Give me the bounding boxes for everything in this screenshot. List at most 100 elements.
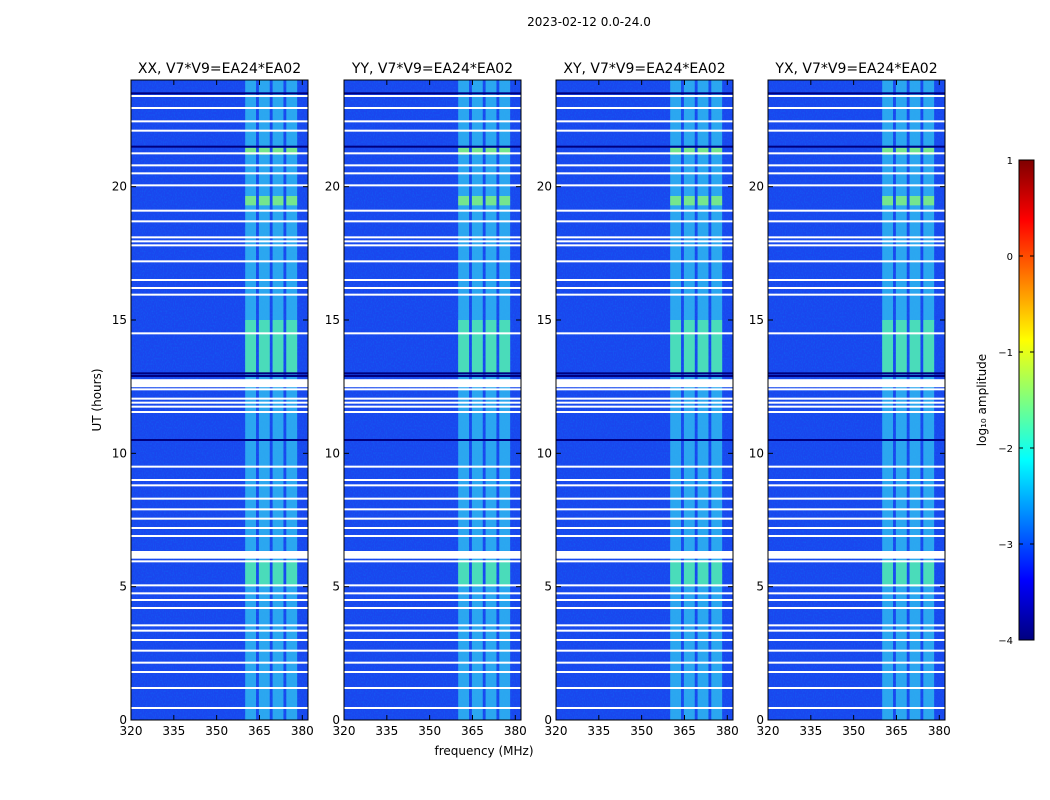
y-tick-label: 0 xyxy=(756,713,764,727)
y-tick-label: 20 xyxy=(537,180,552,194)
y-tick-label: 10 xyxy=(537,446,552,460)
flagged-row xyxy=(768,479,945,481)
panel-title: YY, V7*V9=EA24*EA02 xyxy=(351,61,513,77)
rfi-column xyxy=(286,80,298,720)
flagged-row xyxy=(556,397,733,400)
rfi-high-amplitude xyxy=(923,196,935,206)
rfi-high-amplitude xyxy=(895,196,907,206)
flagged-row xyxy=(768,527,945,529)
flagged-row xyxy=(344,397,521,400)
flagged-row xyxy=(131,172,308,175)
flagged-row xyxy=(344,517,521,520)
flagged-gap xyxy=(768,379,945,388)
dark-row xyxy=(768,145,945,148)
flagged-row xyxy=(131,629,308,632)
flagged-row xyxy=(344,639,521,641)
flagged-row xyxy=(344,401,521,404)
x-tick-label: 365 xyxy=(885,724,908,738)
flagged-row xyxy=(768,584,945,587)
flagged-row xyxy=(768,687,945,689)
flagged-row xyxy=(344,184,521,187)
flagged-row xyxy=(131,527,308,529)
y-axis-label: UT (hours) xyxy=(90,368,104,431)
heatmap-area xyxy=(556,80,733,720)
flagged-gap xyxy=(768,552,945,559)
flagged-row xyxy=(344,120,521,123)
rfi-high-amplitude xyxy=(670,148,682,155)
y-tick-label: 20 xyxy=(112,180,127,194)
colorbar: 1 0 −1 −2 −3 −4 xyxy=(998,156,1035,647)
flagged-row xyxy=(556,129,733,132)
rfi-column xyxy=(923,80,935,720)
flagged-row xyxy=(131,497,308,500)
flagged-row xyxy=(556,172,733,175)
y-tick-label: 20 xyxy=(749,180,764,194)
flagged-row xyxy=(556,240,733,243)
flagged-row xyxy=(556,707,733,709)
flagged-row xyxy=(344,293,521,296)
panel-title: XX, V7*V9=EA24*EA02 xyxy=(138,61,301,77)
rfi-high-amplitude xyxy=(499,560,511,587)
flagged-row xyxy=(768,95,945,97)
flagged-row xyxy=(131,332,308,335)
flagged-row xyxy=(131,129,308,132)
flagged-row xyxy=(768,388,945,391)
flagged-row xyxy=(556,599,733,601)
flagged-row xyxy=(768,293,945,296)
rfi-column xyxy=(272,80,284,720)
panel-frame xyxy=(767,79,946,721)
panel-frame xyxy=(130,79,309,721)
flagged-row xyxy=(556,164,733,167)
rfi-column xyxy=(670,80,682,720)
flagged-gap xyxy=(344,379,521,388)
x-tick-label: 365 xyxy=(461,724,484,738)
flagged-row xyxy=(131,687,308,689)
rfi-high-amplitude xyxy=(258,560,270,587)
rfi-column xyxy=(683,80,695,720)
flagged-row xyxy=(556,401,733,404)
dark-row xyxy=(556,92,733,95)
flagged-row xyxy=(556,405,733,408)
flagged-row xyxy=(768,164,945,167)
rfi-column xyxy=(471,80,483,720)
x-tick-label: 365 xyxy=(248,724,271,738)
dark-row xyxy=(131,92,308,95)
flagged-row xyxy=(556,107,733,109)
x-tick-label: 320 xyxy=(120,724,143,738)
colorbar-tick-label: 1 xyxy=(1007,156,1013,167)
rfi-column xyxy=(711,80,723,720)
flagged-row xyxy=(768,649,945,652)
flagged-row xyxy=(131,707,308,709)
y-tick-label: 10 xyxy=(325,446,340,460)
dark-row xyxy=(344,372,521,375)
flagged-row xyxy=(131,236,308,239)
rfi-high-amplitude xyxy=(245,196,257,206)
flagged-row xyxy=(131,671,308,673)
flagged-row xyxy=(131,95,308,97)
colorbar-label: log₁₀ amplitude xyxy=(975,354,989,446)
flagged-row xyxy=(131,624,308,627)
flagged-row xyxy=(556,260,733,263)
panel: YY, V7*V9=EA24*EA02 320 335 350 365 380 0 5 10 15… xyxy=(325,61,527,738)
flagged-row xyxy=(768,279,945,281)
flagged-row xyxy=(131,649,308,652)
flagged-row xyxy=(131,508,308,511)
flagged-row xyxy=(344,244,521,247)
flagged-row xyxy=(344,129,521,132)
flagged-row xyxy=(556,465,733,468)
rfi-high-amplitude xyxy=(670,560,682,587)
flagged-row xyxy=(768,707,945,709)
y-tick-label: 0 xyxy=(119,713,127,727)
panels: XX, V7*V9=EA24*EA02 320 335 350 365 380 0 5 10 15… xyxy=(112,61,951,738)
flagged-row xyxy=(344,332,521,335)
flagged-row xyxy=(131,240,308,243)
rfi-high-amplitude xyxy=(895,148,907,155)
flagged-row xyxy=(344,405,521,408)
y-tick-label: 15 xyxy=(749,313,764,327)
panel-title: XY, V7*V9=EA24*EA02 xyxy=(563,61,725,77)
flagged-row xyxy=(768,484,945,487)
flagged-row xyxy=(344,484,521,487)
flagged-row xyxy=(131,397,308,400)
flagged-row xyxy=(131,152,308,155)
